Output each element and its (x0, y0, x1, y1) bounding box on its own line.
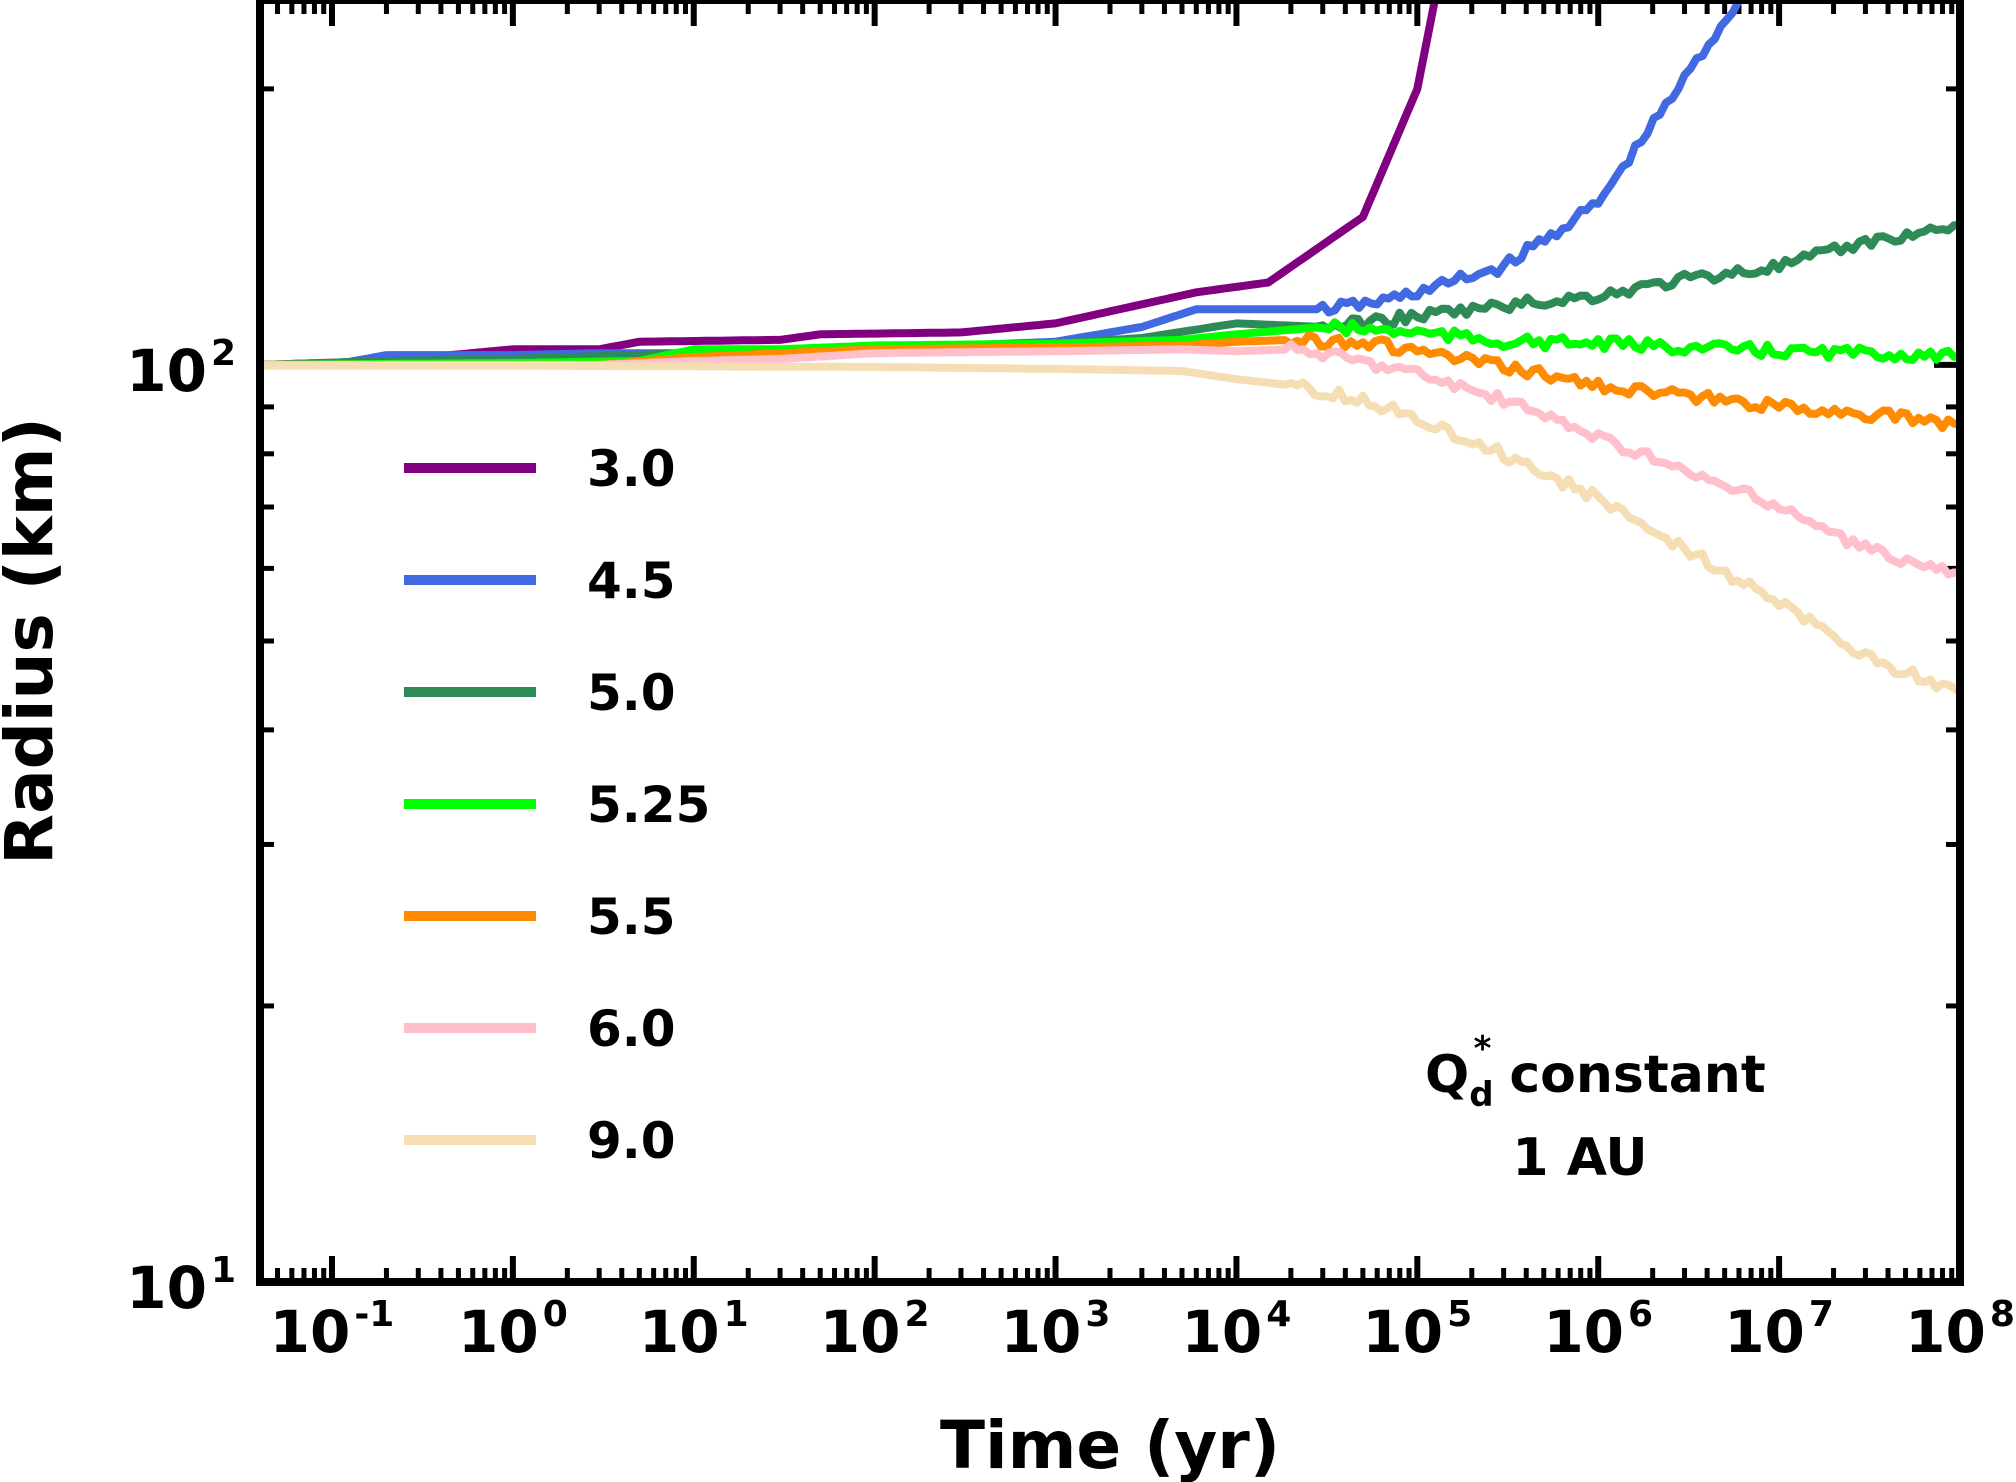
annotation-line2: 1 AU (1512, 1128, 1647, 1188)
x-tick-label: 10 1 (639, 1294, 749, 1366)
legend-label: 3.0 (587, 440, 676, 498)
y-axis-title: Radius (km) (0, 417, 68, 864)
series-line-9-0 (260, 361, 1960, 696)
x-tick-label: 10 7 (1724, 1294, 1834, 1366)
x-tick-label: 10 0 (458, 1294, 568, 1366)
annotation-sup: * (1474, 1029, 1492, 1069)
legend-label: 9.0 (587, 1112, 676, 1170)
y-tick-label: 10 2 (126, 333, 236, 405)
plot-frame (256, 0, 1964, 1286)
annotation-line1: Qd * constant (1425, 1029, 1766, 1115)
x-axis-title: Time (yr) (940, 1407, 1280, 1482)
data-series (260, 0, 1960, 696)
annotation-rest: constant (1509, 1045, 1765, 1105)
x-tick-label: 10 6 (1543, 1294, 1653, 1366)
legend-label: 5.5 (587, 888, 676, 946)
legend-label: 4.5 (587, 552, 676, 610)
x-tick-label: 10 2 (820, 1294, 930, 1366)
series-line-6-0 (260, 340, 1960, 579)
legend: 3.0 4.5 5.0 5.25 5.5 6.0 9.0 (404, 440, 710, 1170)
x-tick-label: 10 8 (1905, 1294, 2015, 1366)
x-tick-label: 10 5 (1362, 1294, 1472, 1366)
x-tick-label: 10 3 (1001, 1294, 1111, 1366)
legend-label: 5.0 (587, 664, 676, 722)
series-line-4-5 (260, 0, 1743, 369)
x-tick-label: 10 4 (1182, 1294, 1292, 1366)
annotation-q: Q (1425, 1045, 1469, 1105)
legend-label: 6.0 (587, 1000, 676, 1058)
legend-label: 5.25 (587, 776, 710, 834)
x-tick-label: 10 -1 (270, 1294, 395, 1366)
annotation-sub: d (1469, 1075, 1493, 1115)
y-tick-label: 10 1 (126, 1250, 236, 1322)
tick-labels: 10 -1 10 0 10 1 10 2 10 3 10 4 10 5 10 6 10 7 10 8 10 1 10 2 (126, 333, 2015, 1366)
annotation: Qd * constant 1 AU (1425, 1029, 1766, 1188)
